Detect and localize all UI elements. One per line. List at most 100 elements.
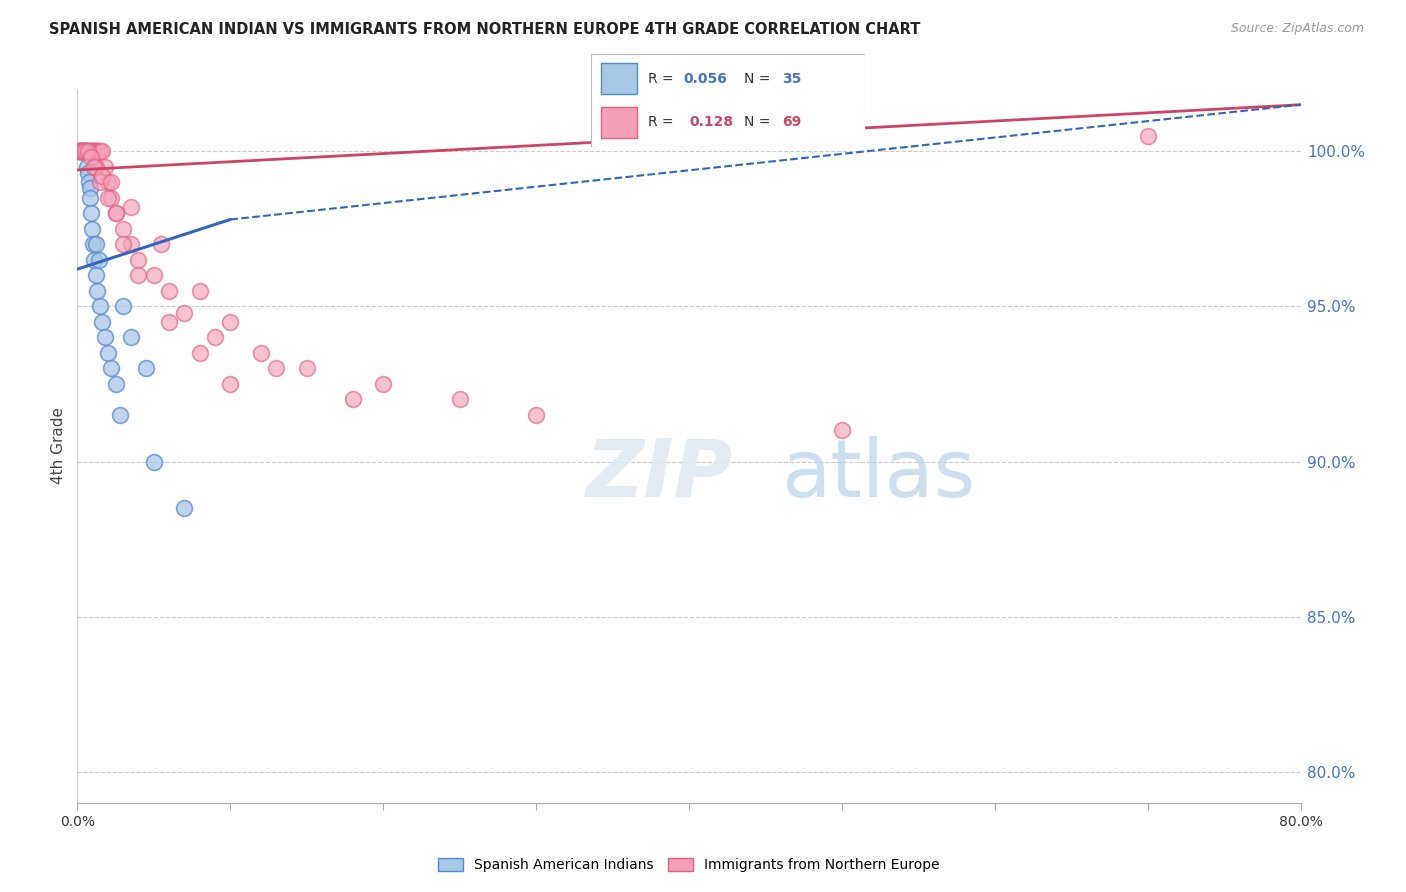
Point [100,361,122,376]
Text: SPANISH AMERICAN INDIAN VS IMMIGRANTS FROM NORTHERN EUROPE 4TH GRADE CORRELATION: SPANISH AMERICAN INDIAN VS IMMIGRANTS FR… [49,22,921,37]
Point [371,376,394,391]
Y-axis label: 4th Grade: 4th Grade [51,408,66,484]
Point [295,361,318,376]
Point [112,222,135,236]
Point [67,145,90,159]
Point [73,145,96,159]
Point [97,191,120,205]
Point [79,191,101,205]
Point [90,315,112,329]
Point [80,222,103,236]
Text: R =: R = [648,115,682,128]
Point [94,330,117,344]
Point [264,361,287,376]
Point [76,160,98,174]
Point [69,145,91,159]
Point [84,237,107,252]
Point [219,315,242,329]
Point [79,181,101,195]
Point [77,175,100,189]
Point [73,145,96,159]
Point [157,284,180,298]
Point [86,284,108,298]
Point [142,454,165,468]
Point [77,145,100,159]
Point [67,145,90,159]
Point [524,408,547,422]
Point [135,361,157,376]
Point [82,145,104,159]
Point [112,299,135,313]
Point [1136,128,1159,143]
Text: 69: 69 [782,115,801,128]
Point [89,145,111,159]
Point [173,305,195,319]
Point [219,376,242,391]
Point [70,145,93,159]
Point [73,145,96,159]
Point [79,145,101,159]
Point [97,346,120,360]
Point [84,268,107,283]
Point [77,166,100,180]
Point [449,392,471,407]
Point [94,160,117,174]
Point [128,252,150,267]
Point [104,206,127,220]
Point [142,268,165,283]
Point [72,145,94,159]
Point [77,145,100,159]
Point [188,284,211,298]
Text: ZIP: ZIP [585,435,733,514]
Point [120,330,142,344]
Point [104,206,127,220]
Point [87,252,110,267]
Point [87,145,110,159]
Point [80,206,103,220]
Point [82,145,104,159]
Point [157,315,180,329]
Point [86,145,108,159]
Point [90,169,112,183]
Point [70,145,93,159]
Point [120,237,142,252]
Point [72,145,94,159]
Point [82,237,104,252]
Point [86,145,108,159]
Text: 35: 35 [782,72,801,86]
Point [73,145,96,159]
Point [80,145,103,159]
Point [70,145,93,159]
Point [188,346,211,360]
Text: Source: ZipAtlas.com: Source: ZipAtlas.com [1230,22,1364,36]
Point [83,145,105,159]
Text: 0.128: 0.128 [689,115,734,128]
Point [84,145,107,159]
Point [75,145,97,159]
Point [104,376,127,391]
Point [67,145,90,159]
Text: N =: N = [744,72,775,86]
Point [150,237,173,252]
Point [72,145,94,159]
Point [84,145,107,159]
Point [250,346,273,360]
Point [69,145,91,159]
Point [80,145,103,159]
Bar [602,63,637,94]
Point [342,392,364,407]
Bar [602,107,637,138]
Point [70,145,93,159]
Point [72,145,94,159]
Point [128,268,150,283]
Point [204,330,226,344]
Point [83,160,105,174]
Text: atlas: atlas [780,435,974,514]
Point [80,151,103,165]
Point [76,145,98,159]
Text: R =: R = [648,72,678,86]
Legend: Spanish American Indians, Immigrants from Northern Europe: Spanish American Indians, Immigrants fro… [433,853,945,878]
Point [112,237,135,252]
Point [79,145,101,159]
Point [90,145,112,159]
